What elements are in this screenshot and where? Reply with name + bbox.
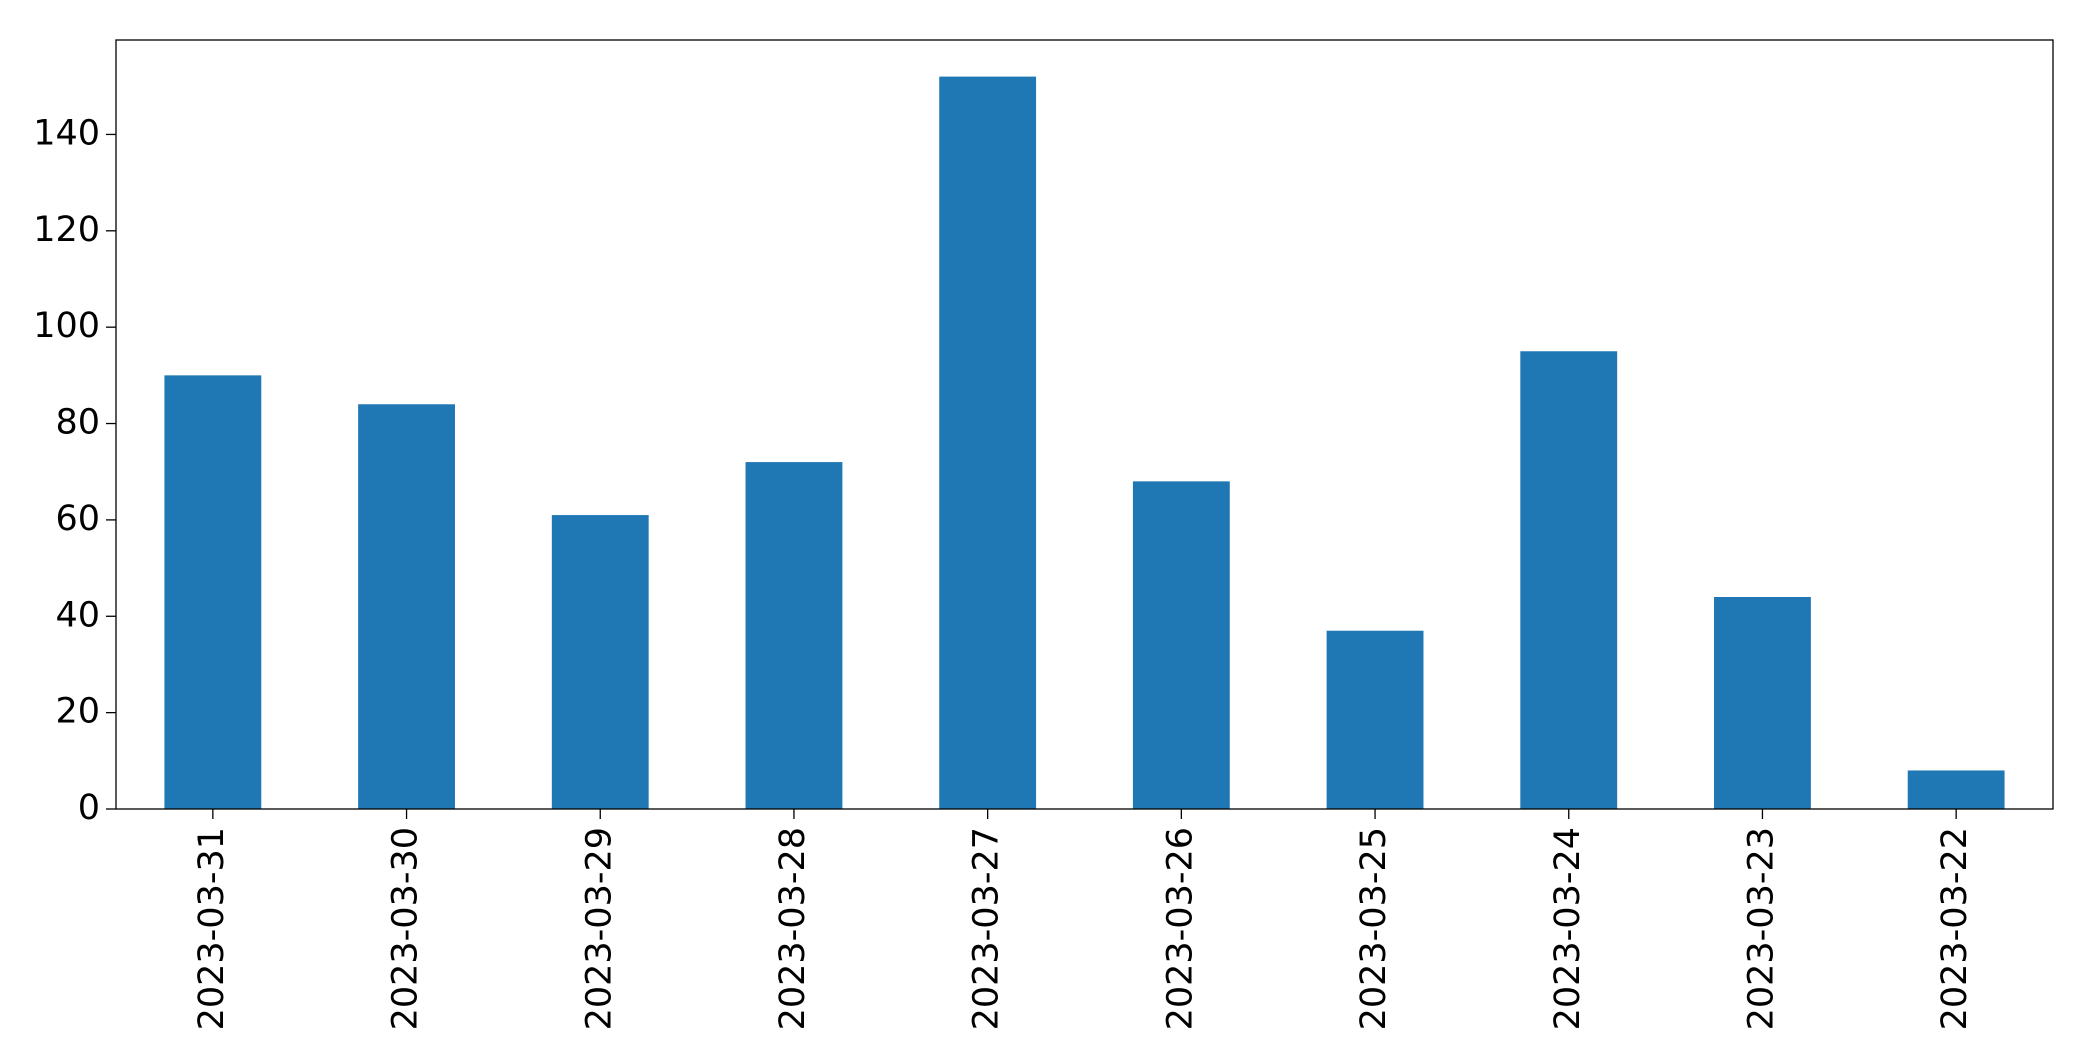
x-tick-label: 2023-03-22 xyxy=(1935,827,1975,1030)
bar xyxy=(745,462,843,809)
bar xyxy=(939,76,1037,810)
x-tick-label: 2023-03-28 xyxy=(773,827,813,1030)
bar xyxy=(164,375,262,809)
bar xyxy=(1907,770,2005,809)
bar xyxy=(1714,596,1811,809)
y-tick-label: 100 xyxy=(33,306,100,346)
x-tick-label: 2023-03-29 xyxy=(579,827,619,1030)
x-tick-label: 2023-03-31 xyxy=(192,827,232,1030)
bar xyxy=(551,515,649,809)
plot-frame xyxy=(115,39,2054,810)
bar xyxy=(1326,630,1424,809)
y-tick-label: 20 xyxy=(55,692,100,732)
y-tick-label: 120 xyxy=(33,210,100,250)
y-tick-label: 140 xyxy=(33,113,100,153)
y-tick-label: 40 xyxy=(55,595,100,635)
x-tick-label: 2023-03-27 xyxy=(967,827,1007,1030)
x-tick-label: 2023-03-23 xyxy=(1741,827,1781,1030)
x-tick-label: 2023-03-25 xyxy=(1354,827,1394,1030)
bar xyxy=(1520,351,1618,809)
y-tick-label: 80 xyxy=(55,403,100,443)
y-tick-label: 0 xyxy=(78,788,100,828)
x-tick-label: 2023-03-26 xyxy=(1160,827,1200,1030)
x-tick-label: 2023-03-30 xyxy=(386,827,426,1030)
y-tick-label: 60 xyxy=(55,499,100,539)
bar xyxy=(1132,481,1230,809)
x-tick-label: 2023-03-24 xyxy=(1548,827,1588,1030)
bar xyxy=(358,404,455,809)
